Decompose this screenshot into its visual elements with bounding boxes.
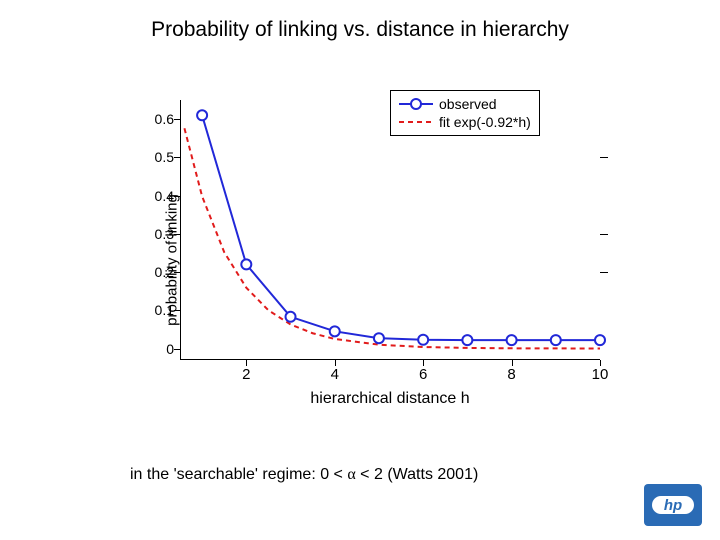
xtick-label: 2 [242, 366, 250, 383]
svg-text:hp: hp [664, 497, 682, 514]
ytick-mark [174, 234, 180, 235]
legend-item-fit: fit exp(-0.92*h) [399, 113, 531, 131]
ytick-label: 0.2 [155, 264, 174, 280]
xtick-label: 8 [507, 366, 515, 383]
plot-svg [180, 100, 600, 360]
ytick-label: 0 [166, 341, 174, 357]
ytick-mark [174, 272, 180, 273]
x-axis-label: hierarchical distance h [180, 390, 600, 408]
observed-marker [286, 312, 296, 322]
right-tick-dash [600, 157, 608, 158]
caption-suffix: < 2 (Watts 2001) [356, 466, 479, 483]
legend-sample-observed [399, 97, 433, 111]
hp-logo: hp [644, 484, 702, 526]
xtick-label: 10 [592, 366, 609, 383]
legend-item-observed: observed [399, 95, 531, 113]
observed-marker [374, 333, 384, 343]
caption-alpha: α [347, 466, 355, 483]
ytick-mark [174, 196, 180, 197]
observed-marker [330, 326, 340, 336]
xtick-label: 6 [419, 366, 427, 383]
legend: observed fit exp(-0.92*h) [390, 90, 540, 136]
ytick-mark [174, 119, 180, 120]
ytick-mark [174, 349, 180, 350]
caption: in the 'searchable' regime: 0 < α < 2 (W… [130, 466, 478, 484]
ytick-label: 0.4 [155, 188, 174, 204]
fit-line [184, 128, 600, 348]
page-title: Probability of linking vs. distance in h… [0, 18, 720, 42]
xtick-mark [600, 360, 601, 366]
chart-container: probability of linking hierarchical dist… [100, 90, 620, 430]
right-tick-dash [600, 272, 608, 273]
observed-marker [507, 335, 517, 345]
legend-label-fit: fit exp(-0.92*h) [439, 114, 531, 130]
ytick-label: 0.3 [155, 226, 174, 242]
legend-sample-fit [399, 115, 433, 129]
observed-marker [197, 110, 207, 120]
observed-marker [551, 335, 561, 345]
xtick-mark [512, 360, 513, 366]
right-tick-dash [600, 234, 608, 235]
xtick-mark [423, 360, 424, 366]
ytick-label: 0.1 [155, 302, 174, 318]
xtick-mark [335, 360, 336, 366]
ytick-mark [174, 157, 180, 158]
xtick-mark [246, 360, 247, 366]
plot-area: 00.10.20.30.40.50.6246810 [180, 100, 600, 360]
caption-prefix: in the 'searchable' regime: 0 < [130, 466, 347, 483]
observed-marker [241, 259, 251, 269]
ytick-mark [174, 310, 180, 311]
legend-label-observed: observed [439, 96, 497, 112]
ytick-label: 0.5 [155, 149, 174, 165]
observed-marker [462, 335, 472, 345]
observed-line [202, 115, 600, 340]
ytick-label: 0.6 [155, 111, 174, 127]
observed-marker [418, 335, 428, 345]
observed-marker [595, 335, 605, 345]
xtick-label: 4 [331, 366, 339, 383]
